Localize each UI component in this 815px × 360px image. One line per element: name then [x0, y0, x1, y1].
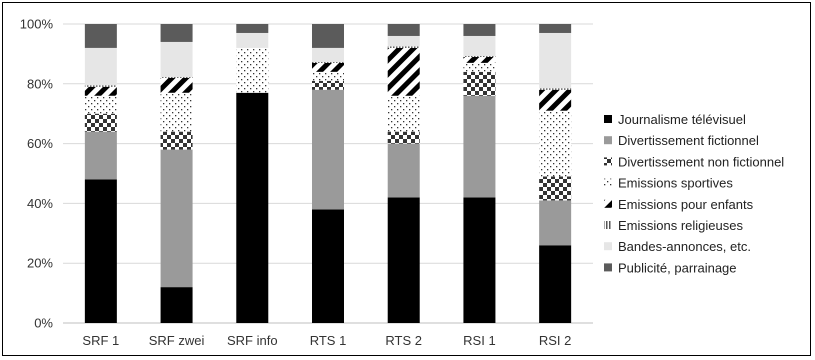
- bar-segment: [387, 24, 420, 36]
- bar-segment: [463, 62, 496, 72]
- bar-segment: [539, 200, 572, 246]
- legend-label: Emissions sportives: [618, 176, 733, 191]
- legend-swatch: [604, 178, 612, 187]
- legend-label: Divertissement fictionnel: [618, 133, 759, 148]
- legend-swatch: [604, 115, 612, 123]
- bar-segment: [236, 32, 269, 48]
- x-tick-label: RTS 1: [310, 333, 347, 348]
- bar-segment: [539, 88, 572, 90]
- bar-segment: [236, 24, 269, 33]
- legend-swatch: [604, 242, 612, 251]
- y-tick-label: 60%: [27, 136, 53, 151]
- bar-segment: [312, 62, 344, 72]
- legend: Journalisme télévisuel Divertissement fic…: [604, 112, 784, 275]
- x-tick-label: RTS 2: [385, 333, 422, 348]
- legend-label: Journalisme télévisuel: [618, 112, 746, 127]
- bar-segment: [160, 287, 193, 323]
- bar-segment: [463, 35, 496, 56]
- bar-segment: [84, 95, 117, 114]
- bar-segment: [539, 24, 572, 33]
- y-tick-label: 0%: [34, 316, 53, 331]
- y-tick-label: 100%: [20, 17, 54, 32]
- legend-label: Emissions pour enfants: [618, 197, 754, 212]
- bar-segment: [312, 61, 344, 63]
- x-tick-label: RSI 2: [539, 333, 572, 348]
- y-tick-label: 40%: [27, 196, 53, 211]
- bar-segment: [84, 24, 117, 48]
- bar-segment: [387, 197, 420, 323]
- bar-segment: [160, 76, 193, 78]
- bar-segment: [539, 245, 572, 323]
- bar-segment: [312, 47, 344, 62]
- x-tick-label: SRF zwei: [149, 333, 205, 348]
- bar-segment: [312, 71, 344, 81]
- legend-swatch: [604, 136, 612, 145]
- stacked-bar-chart: 0% 20% 40% 60% 80% 100% SRF 1 SRF zwei SRF info…: [20, 17, 785, 349]
- legend-label: Emissions religieuses: [618, 218, 743, 233]
- bar-segment: [84, 113, 117, 132]
- bar-segment: [160, 24, 193, 42]
- legend-swatch: [604, 157, 612, 166]
- bar-segment: [236, 47, 269, 93]
- x-tick-label: SRF info: [227, 333, 278, 348]
- bar-segment: [387, 35, 420, 47]
- legend-label: Bandes-annonces, etc.: [618, 239, 751, 254]
- bar-segment: [463, 55, 496, 57]
- bar-segment: [539, 89, 572, 111]
- bar-segment: [539, 110, 572, 177]
- bar-segment: [539, 32, 572, 89]
- bar-segment: [84, 85, 117, 87]
- legend-swatch: [604, 263, 612, 272]
- bar-segment: [463, 197, 496, 323]
- bar-segment: [387, 143, 420, 198]
- bar-segment: [312, 24, 344, 48]
- bar-segment: [236, 92, 269, 324]
- y-axis-tick-labels: 0% 20% 40% 60% 80% 100%: [20, 17, 54, 331]
- bar-segment: [387, 46, 420, 48]
- legend-swatch: [604, 221, 612, 229]
- bar-segment: [312, 80, 344, 90]
- bar-segment: [84, 47, 117, 86]
- bars: [84, 24, 572, 324]
- y-tick-label: 20%: [27, 256, 53, 271]
- bar-segment: [160, 92, 193, 132]
- bar-segment: [463, 95, 496, 198]
- bar-segment: [84, 86, 117, 96]
- bar-segment: [387, 95, 420, 132]
- x-tick-label: SRF 1: [82, 333, 119, 348]
- legend-label: Publicité, parrainage: [618, 260, 737, 275]
- bar-segment: [160, 77, 193, 93]
- bar-segment: [84, 179, 117, 323]
- bar-segment: [160, 149, 193, 288]
- x-axis-tick-labels: SRF 1 SRF zwei SRF info RTS 1 RTS 2 RSI 1 RSI …: [82, 333, 571, 348]
- bar-segment: [463, 24, 496, 36]
- chart-frame: 0% 20% 40% 60% 80% 100% SRF 1 SRF zwei SRF info…: [2, 2, 811, 356]
- bar-segment: [387, 131, 420, 144]
- bar-segment: [463, 56, 496, 63]
- bar-segment: [160, 131, 193, 150]
- y-tick-label: 80%: [27, 76, 53, 91]
- bar-segment: [84, 131, 117, 180]
- x-tick-label: RSI 1: [463, 333, 496, 348]
- bar-segment: [387, 47, 420, 96]
- legend-label: Divertissement non fictionnel: [618, 154, 784, 169]
- bar-segment: [160, 41, 193, 77]
- bar-segment: [463, 71, 496, 96]
- legend-swatch: [604, 199, 612, 208]
- bar-segment: [539, 176, 572, 201]
- bar-segment: [312, 89, 344, 210]
- bar-segment: [312, 209, 344, 323]
